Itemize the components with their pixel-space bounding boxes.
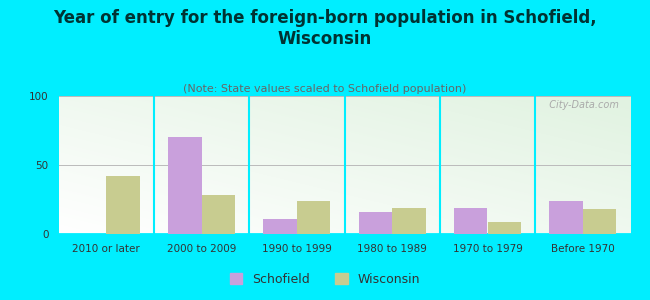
Bar [202, 195, 235, 234]
Text: (Note: State values scaled to Schofield population): (Note: State values scaled to Schofield … [183, 84, 467, 94]
Bar [359, 212, 392, 234]
Legend: Schofield, Wisconsin: Schofield, Wisconsin [225, 268, 425, 291]
Bar [454, 208, 488, 234]
Bar [549, 201, 583, 234]
Bar [168, 137, 202, 234]
Text: City-Data.com: City-Data.com [543, 100, 619, 110]
Bar [263, 219, 297, 234]
Bar [488, 222, 521, 234]
Text: Year of entry for the foreign-born population in Schofield,
Wisconsin: Year of entry for the foreign-born popul… [53, 9, 597, 48]
Bar [297, 201, 330, 234]
Bar [106, 176, 140, 234]
Bar [583, 209, 616, 234]
Bar [392, 208, 426, 234]
